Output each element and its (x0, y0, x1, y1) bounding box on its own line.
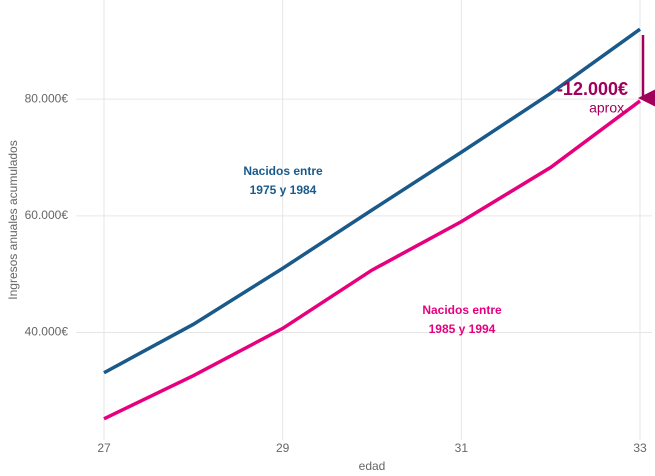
x-tick-label: 29 (276, 441, 290, 455)
y-tick-label: 80.000€ (25, 91, 69, 105)
x-tick-label: 33 (633, 441, 647, 455)
x-tick-label: 27 (97, 441, 111, 455)
annotation: aprox. (589, 100, 628, 116)
annotation: 1985 y 1994 (429, 322, 496, 336)
annotation: Nacidos entre (422, 303, 502, 317)
series-line (103, 27, 642, 375)
annotation: Nacidos entre (243, 164, 323, 178)
x-tick-label: 31 (455, 441, 469, 455)
annotation: -12.000€ (557, 79, 628, 99)
series-line (103, 99, 642, 421)
annotation: 1975 y 1984 (250, 183, 317, 197)
y-tick-label: 40.000€ (25, 325, 69, 339)
y-axis-label: Ingresos anuales acumulados (6, 140, 20, 299)
y-tick-label: 60.000€ (25, 208, 69, 222)
x-axis-label: edad (359, 459, 386, 473)
